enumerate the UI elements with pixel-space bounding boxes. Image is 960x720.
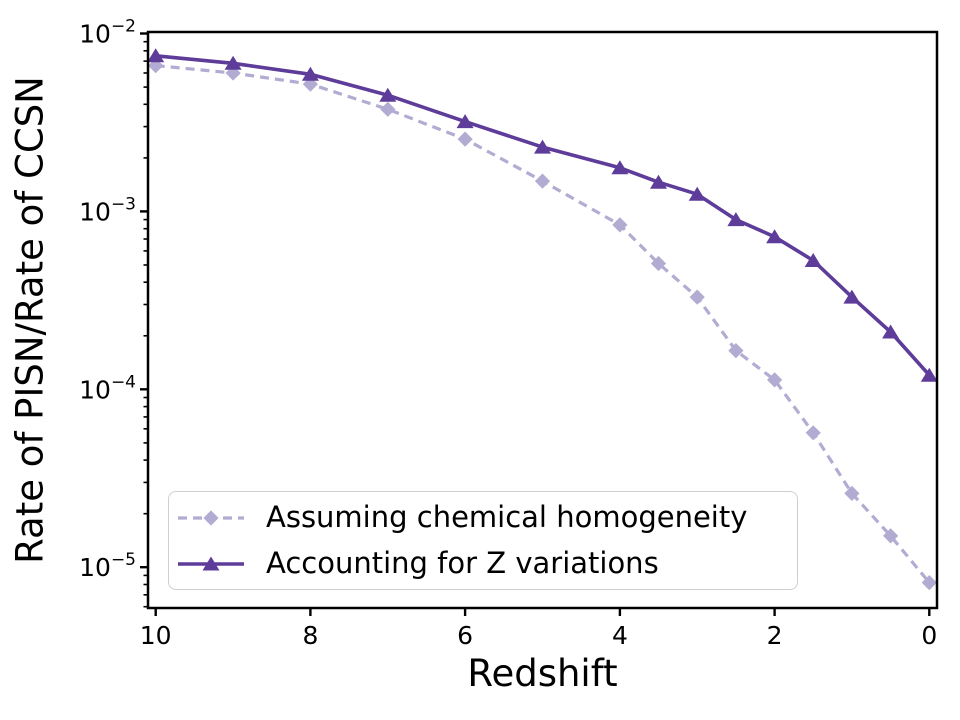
diamond-marker	[689, 289, 705, 305]
triangle-marker	[147, 48, 165, 63]
diamond-marker	[728, 343, 744, 359]
diamond-marker	[302, 76, 318, 92]
diamond-marker	[380, 101, 396, 117]
diamond-marker	[767, 372, 783, 388]
triangle-marker	[534, 139, 551, 154]
x-tick-label: 6	[457, 621, 473, 650]
triangle-marker	[843, 289, 861, 304]
x-tick-label: 0	[921, 621, 937, 650]
x-axis-ticks	[154, 608, 931, 616]
triangle-marker	[804, 253, 822, 267]
x-tick-label: 8	[302, 621, 318, 650]
triangle-marker	[379, 87, 397, 102]
diamond-marker	[805, 425, 821, 441]
solid-triangle-legend-sample-icon	[178, 556, 244, 570]
y-tick-label: 10−2	[79, 17, 136, 49]
series-z-variations	[147, 48, 938, 382]
x-tick-label: 4	[612, 621, 628, 650]
legend-label-z-variations: Accounting for Z variations	[266, 546, 659, 580]
y-tick-label: 10−4	[79, 372, 136, 404]
triangle-marker	[920, 367, 938, 382]
triangle-marker	[456, 114, 474, 129]
triangle-marker	[882, 324, 900, 339]
y-axis-label: Rate of PISN/Rate of CCSN	[8, 76, 52, 564]
x-tick-label: 2	[767, 621, 783, 650]
triangle-marker	[727, 212, 745, 227]
x-axis-label: Redshift	[467, 652, 618, 695]
triangle-marker	[224, 55, 242, 70]
diamond-marker	[612, 217, 628, 233]
triangle-marker	[650, 174, 667, 189]
triangle-marker	[301, 66, 319, 81]
diamond-marker	[650, 255, 667, 272]
y-axis-major-ticks	[140, 32, 148, 569]
diamond-icon	[203, 509, 219, 526]
diamond-marker	[844, 485, 860, 501]
diamond-marker	[883, 528, 899, 544]
triangle-icon	[202, 556, 220, 570]
plot-border	[146, 30, 939, 610]
dashed-series-line	[155, 64, 931, 584]
legend-label-chemical-homogeneity: Assuming chemical homogeneity	[266, 500, 748, 534]
y-tick-label: 10−3	[79, 194, 136, 226]
diamond-marker	[921, 575, 937, 591]
legend: Assuming chemical homogeneity Accounting…	[168, 491, 798, 590]
legend-entry-chemical-homogeneity: Assuming chemical homogeneity	[178, 502, 797, 534]
x-tick-label: 10	[140, 621, 172, 650]
y-tick-label: 10−5	[79, 550, 136, 582]
diamond-marker	[457, 131, 473, 147]
triangle-marker	[766, 229, 784, 244]
triangle-marker	[611, 160, 629, 175]
triangle-marker	[688, 186, 706, 201]
legend-entry-z-variations: Accounting for Z variations	[178, 548, 797, 580]
x-axis-tick-labels: 10 8 6 4 2 0	[140, 621, 937, 650]
dashed-diamond-legend-sample-icon	[178, 509, 244, 526]
y-axis-tick-labels: 10−2 10−3 10−4 10−5	[79, 17, 136, 583]
solid-series-line	[155, 54, 931, 377]
diamond-marker	[534, 173, 551, 189]
